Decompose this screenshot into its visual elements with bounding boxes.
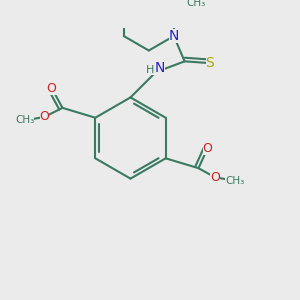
Text: O: O (202, 142, 212, 155)
Text: O: O (40, 110, 50, 123)
Text: N: N (155, 61, 166, 75)
Text: CH₃: CH₃ (187, 0, 206, 8)
Text: S: S (206, 56, 214, 70)
Text: O: O (210, 171, 220, 184)
Text: CH₃: CH₃ (225, 176, 244, 186)
Text: H: H (146, 65, 154, 75)
Text: O: O (47, 82, 57, 94)
Text: CH₃: CH₃ (15, 116, 34, 125)
Text: N: N (169, 29, 179, 43)
